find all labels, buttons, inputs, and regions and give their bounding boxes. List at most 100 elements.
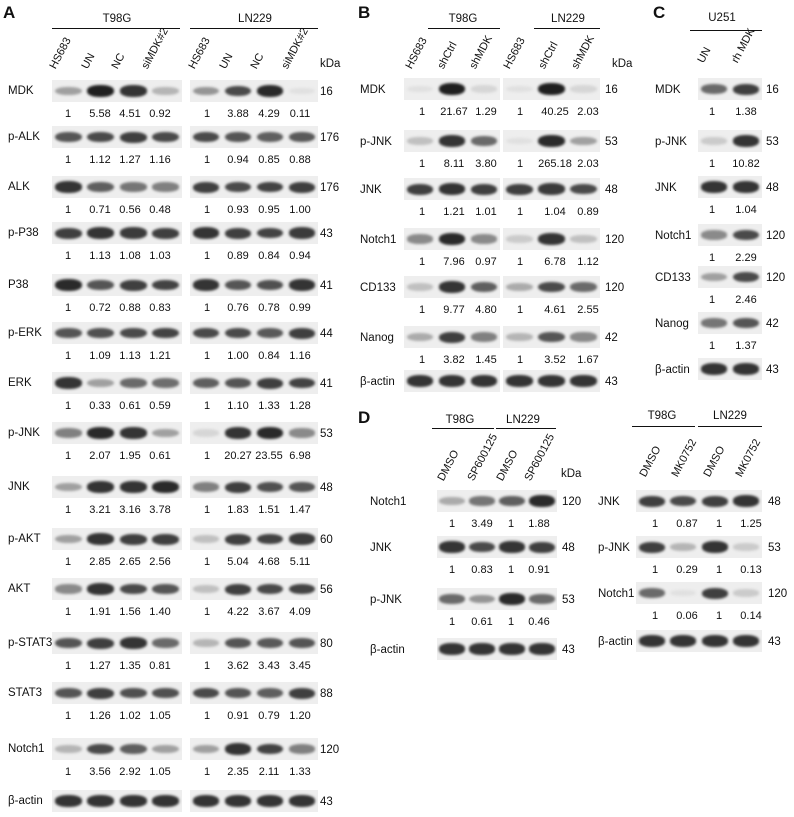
blot-band bbox=[638, 635, 665, 647]
quant-value: 1 bbox=[203, 154, 211, 166]
protein-label: p-JNK bbox=[598, 542, 630, 554]
blot-band bbox=[87, 687, 115, 699]
quant-value: 7.96 bbox=[443, 256, 465, 268]
blot-band bbox=[119, 743, 147, 755]
group-label-u251: U251 bbox=[708, 12, 736, 24]
quant-value: 2.35 bbox=[227, 766, 249, 778]
quant-value: 1 bbox=[708, 106, 716, 118]
group-label-t98g: T98G bbox=[102, 13, 132, 25]
quant-value: 1.00 bbox=[289, 204, 311, 216]
blot-band bbox=[54, 795, 82, 807]
protein-label: p-JNK bbox=[370, 594, 402, 606]
blot-band bbox=[700, 181, 728, 193]
protein-label: MDK bbox=[655, 84, 681, 96]
kda-value: 16 bbox=[605, 84, 618, 96]
quant-value: 1.95 bbox=[119, 450, 141, 462]
quant-value: 1 bbox=[64, 154, 72, 166]
quant-value: 5.58 bbox=[89, 108, 111, 120]
quant-value: 0.87 bbox=[676, 518, 698, 530]
lane-label: HS683 bbox=[403, 35, 430, 71]
blot-band bbox=[288, 744, 316, 754]
protein-label: Notch1 bbox=[370, 496, 407, 508]
blot-band bbox=[87, 795, 115, 807]
blot-band bbox=[288, 637, 316, 649]
blot-band bbox=[470, 332, 498, 342]
quant-value: 1 bbox=[448, 518, 456, 530]
blot-band bbox=[570, 375, 598, 387]
quant-value: 0.81 bbox=[149, 660, 171, 672]
quant-value: 1 bbox=[516, 256, 524, 268]
group-line-t98g bbox=[428, 28, 500, 29]
group-label-t98g: T98G bbox=[445, 414, 475, 426]
quant-value: 1 bbox=[516, 158, 524, 170]
quant-value: 1 bbox=[64, 606, 72, 618]
blot-band bbox=[256, 181, 284, 193]
blot-band bbox=[701, 541, 728, 553]
blot-band bbox=[700, 84, 728, 94]
blot-band bbox=[119, 481, 147, 493]
blot-band bbox=[505, 282, 533, 292]
lane-label: UN bbox=[79, 51, 98, 71]
kda-value: 48 bbox=[766, 182, 779, 194]
blot-band bbox=[119, 131, 147, 143]
blot-band bbox=[733, 543, 760, 551]
quant-value: 1.00 bbox=[227, 350, 249, 362]
quant-value: 2.03 bbox=[577, 106, 599, 118]
group-line-ln229 bbox=[698, 426, 762, 427]
quant-value: 1.21 bbox=[149, 350, 171, 362]
protein-label: p-JNK bbox=[360, 136, 392, 148]
blot-band bbox=[119, 427, 147, 439]
blot-band bbox=[152, 131, 180, 143]
blot-band bbox=[505, 137, 533, 145]
quant-value: 1.10 bbox=[227, 400, 249, 412]
quant-value: 3.52 bbox=[544, 354, 566, 366]
quant-value: 1.26 bbox=[89, 710, 111, 722]
blot-band bbox=[256, 795, 284, 807]
blot-band bbox=[438, 183, 466, 195]
blot-band bbox=[152, 378, 180, 388]
kda-value: 120 bbox=[562, 496, 582, 508]
quant-value: 1.04 bbox=[735, 204, 757, 216]
kda-value: 16 bbox=[766, 84, 779, 96]
blot-band bbox=[256, 227, 284, 239]
quant-value: 20.27 bbox=[224, 450, 252, 462]
blot-band bbox=[224, 377, 252, 389]
quant-value: 10.82 bbox=[732, 158, 760, 170]
quant-value: 0.46 bbox=[528, 616, 550, 628]
quant-value: 1.33 bbox=[289, 766, 311, 778]
blot-band bbox=[87, 378, 115, 388]
kda-value: 176 bbox=[320, 182, 340, 194]
quant-value: 1.51 bbox=[258, 504, 280, 516]
blot-band bbox=[256, 687, 284, 699]
quant-value: 1.40 bbox=[149, 606, 171, 618]
blot-band bbox=[406, 183, 434, 195]
blot-band bbox=[537, 375, 566, 387]
blot-band bbox=[406, 137, 434, 145]
blot-band bbox=[732, 271, 760, 283]
quant-value: 3.62 bbox=[227, 660, 249, 672]
blot-band bbox=[87, 131, 115, 143]
blot-band bbox=[152, 583, 180, 595]
blot-band bbox=[256, 131, 284, 143]
blot-strip bbox=[503, 370, 600, 392]
blot-band bbox=[439, 643, 465, 655]
quant-value: 3.43 bbox=[258, 660, 280, 672]
blot-band bbox=[469, 594, 495, 604]
kda-value: 16 bbox=[320, 86, 333, 98]
quant-value: 1.47 bbox=[289, 504, 311, 516]
quant-value: 1 bbox=[203, 710, 211, 722]
blot-band bbox=[438, 375, 466, 387]
quant-value: 1 bbox=[203, 250, 211, 262]
blot-band bbox=[87, 427, 115, 439]
blot-strip bbox=[503, 326, 600, 348]
blot-band bbox=[152, 87, 180, 95]
blot-band bbox=[499, 593, 525, 605]
protein-label: ALK bbox=[8, 181, 30, 193]
quant-value: 1.20 bbox=[289, 710, 311, 722]
blot-band bbox=[570, 85, 598, 93]
blot-strip bbox=[52, 274, 182, 296]
blot-strip bbox=[636, 536, 762, 558]
quant-value: 2.55 bbox=[577, 304, 599, 316]
quant-value: 0.61 bbox=[149, 450, 171, 462]
blot-strip bbox=[190, 632, 318, 654]
